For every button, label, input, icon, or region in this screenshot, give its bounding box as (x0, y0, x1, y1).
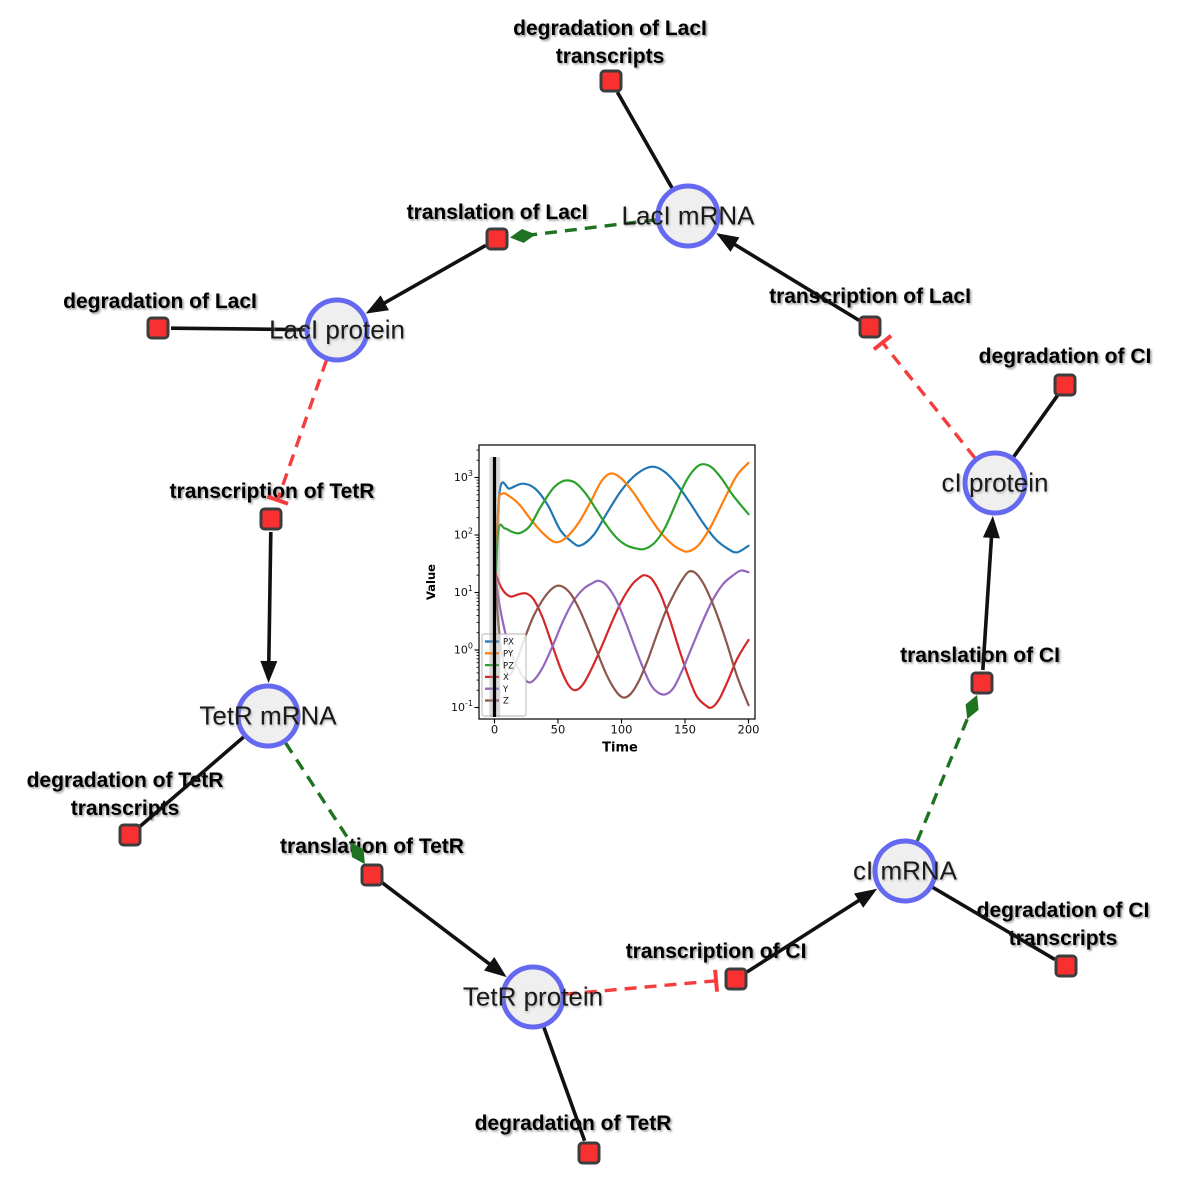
edge-translation_cI-cI_protein (981, 515, 1000, 671)
reaction-node-deg_cI (1053, 373, 1077, 397)
species-label-tetR_protein: TetR protein (462, 981, 604, 1012)
reaction-label-transcription_tetR: transcription of TetR (169, 480, 375, 503)
chart-frame (478, 444, 756, 720)
legend-entry-Y: Y (485, 685, 509, 695)
edge-lacI_protein-deg_lacI (170, 326, 306, 332)
svg-text:PY: PY (503, 650, 514, 660)
species-node-cI_protein (962, 450, 1028, 516)
edge-transcription_cI-cI_mRNA (745, 888, 878, 974)
svg-text:103: 103 (454, 469, 473, 484)
edge-transcription_tetR-tetR_mRNA (260, 531, 278, 684)
species-label-cI_protein: cI protein (941, 467, 1049, 498)
reaction-node-deg_cI_transcripts (1054, 954, 1078, 978)
edge-transcription_lacI-lacI_mRNA (716, 233, 860, 322)
legend-entry-PY: PY (485, 650, 514, 660)
reaction-label-translation_tetR: translation of TetR (280, 835, 464, 858)
inset-chart: PX PY PZ X Y Z 10-1 100 101 102 103 0 50 100 150 200 Ti… (415, 430, 770, 765)
legend-entry-X: X (485, 673, 509, 683)
species-label-cI_mRNA: cI mRNA (853, 855, 957, 886)
reaction-label-transcription_cI: transcription of CI (625, 940, 807, 963)
reaction-node-translation_cI (970, 671, 994, 695)
chart-xlabel: Time (602, 740, 638, 756)
svg-text:100: 100 (611, 723, 633, 737)
reaction-node-transcription_tetR (259, 507, 283, 531)
chart-series-PX (493, 465, 750, 611)
svg-text:PX: PX (503, 638, 514, 648)
edge-tetR_protein-deg_tetR (542, 1026, 587, 1142)
svg-text:Z: Z (503, 697, 509, 707)
svg-text:102: 102 (454, 527, 473, 542)
reaction-label-transcription_lacI: transcription of LacI (769, 285, 971, 308)
reaction-node-deg_lacI_transcripts (599, 69, 623, 93)
reaction-node-deg_lacI (146, 316, 170, 340)
svg-text:100: 100 (454, 642, 473, 657)
reaction-label-deg_lacI_transcripts: degradation of LacI transcripts (513, 17, 707, 68)
svg-text:50: 50 (551, 723, 566, 737)
reaction-node-deg_tetR_transcripts (118, 823, 142, 847)
edge-tetR_protein-transcription_cI (564, 969, 720, 996)
edge-lacI_mRNA-translation_lacI (509, 218, 657, 243)
reaction-label-translation_lacI: translation of LacI (406, 201, 588, 224)
edge-cI_mRNA-deg_cI_transcripts (931, 885, 1056, 961)
species-label-lacI_mRNA: LacI mRNA (621, 200, 755, 231)
edge-cI_mRNA-translation_cI (915, 695, 979, 843)
reaction-label-translation_cI: translation of CI (900, 644, 1060, 667)
chart-series-Y (493, 568, 750, 696)
edge-translation_lacI-lacI_protein (365, 243, 487, 314)
species-node-tetR_mRNA (235, 683, 301, 749)
species-node-lacI_mRNA (655, 183, 721, 249)
edge-lacI_mRNA-deg_lacI_transcripts (615, 91, 674, 190)
chart-series-PZ (493, 463, 750, 611)
svg-text:0: 0 (491, 723, 498, 737)
svg-text:PZ: PZ (503, 661, 514, 671)
reaction-label-deg_lacI: degradation of LacI (63, 290, 257, 313)
reaction-node-translation_lacI (485, 227, 509, 251)
edge-tetR_mRNA-translation_tetR (284, 741, 365, 865)
species-label-tetR_mRNA: TetR mRNA (199, 700, 337, 731)
svg-text:Y: Y (502, 685, 509, 695)
edge-cI_protein-transcription_lacI (872, 334, 977, 460)
edge-cI_protein-deg_cI (1012, 394, 1059, 459)
svg-text:10-1: 10-1 (451, 699, 473, 714)
legend-entry-PX: PX (485, 638, 514, 648)
chart-axes: 10-1 100 101 102 103 0 50 100 150 200 (451, 449, 760, 737)
species-label-lacI_protein: LacI protein (269, 314, 405, 345)
reaction-label-deg_cI_transcripts: degradation of CI transcripts (976, 899, 1150, 950)
reaction-node-transcription_cI (724, 967, 748, 991)
species-node-cI_mRNA (872, 838, 938, 904)
reaction-node-transcription_lacI (858, 315, 882, 339)
legend-entry-Z: Z (485, 697, 509, 707)
svg-text:101: 101 (454, 584, 473, 599)
reaction-label-deg_tetR: degradation of TetR (474, 1112, 672, 1135)
svg-text:200: 200 (738, 723, 760, 737)
legend-entry-PZ: PZ (485, 661, 514, 671)
reaction-node-deg_tetR (577, 1141, 601, 1165)
species-node-tetR_protein (500, 964, 566, 1030)
chart-series-X (493, 568, 750, 709)
reaction-node-translation_tetR (360, 863, 384, 887)
chart-ylabel: Value (424, 564, 438, 600)
edge-translation_tetR-tetR_protein (381, 881, 507, 978)
svg-text:150: 150 (674, 723, 696, 737)
edge-lacI_protein-transcription_tetR (266, 359, 329, 506)
edge-tetR_mRNA-deg_tetR_transcripts (138, 735, 245, 828)
reaction-label-deg_cI: degradation of CI (978, 345, 1152, 368)
chart-series-Z (493, 568, 750, 707)
chart-series-PY (493, 461, 750, 611)
species-node-lacI_protein (304, 297, 370, 363)
svg-text:X: X (503, 673, 509, 683)
